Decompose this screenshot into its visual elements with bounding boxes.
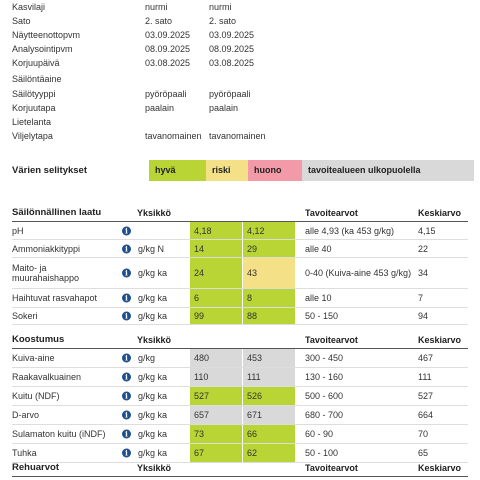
table-row: Haihtuvat rasvahapot i g/kg ka 6 8 alle … xyxy=(12,289,468,308)
legend-risk: riski xyxy=(206,160,248,181)
value-cell: 453 xyxy=(243,349,295,367)
section-title: Koostumus xyxy=(12,334,65,345)
header-target: Tavoitearvot xyxy=(305,463,358,473)
value-cell: 671 xyxy=(243,406,295,424)
table-row: Tuhka i g/kg ka 67 62 50 - 100 65 xyxy=(12,444,468,463)
table-header: Koostumus Yksikkö Tavoitearvot Keskiarvo xyxy=(12,332,468,349)
info-icon[interactable]: i xyxy=(122,244,131,253)
value-cell: 67 xyxy=(190,444,242,462)
value-cell: 527 xyxy=(190,387,242,405)
header-target: Tavoitearvot xyxy=(305,335,358,345)
value-cell: 66 xyxy=(243,425,295,443)
composition-table: Koostumus Yksikkö Tavoitearvot Keskiarvo… xyxy=(12,332,468,463)
section-title: Rehuarvot xyxy=(12,462,59,473)
value-cell: 99 xyxy=(190,308,242,324)
value-cell: 8 xyxy=(243,289,295,307)
value-cell: 480 xyxy=(190,349,242,367)
info-row-sampling-date: Näytteenottopvm 03.09.2025 03.09.2025 xyxy=(12,30,255,40)
table-row: Kuiva-aine i g/kg 480 453 300 - 450 467 xyxy=(12,349,468,368)
info-icon[interactable]: i xyxy=(122,311,131,321)
legend-outside: tavoitealueen ulkopuolella xyxy=(302,160,474,181)
feed-values-table: Rehuarvot Yksikkö Tavoitearvot Keskiarvo xyxy=(12,460,468,477)
section-title: Säilönnällinen laatu xyxy=(12,207,102,218)
value-cell: 43 xyxy=(243,258,295,288)
table-row: Sulamaton kuitu (iNDF) i g/kg ka 73 66 6… xyxy=(12,425,468,444)
value-cell: 73 xyxy=(190,425,242,443)
table-row: pH i 4,18 4,12 alle 4,93 (ka 453 g/kg) 4… xyxy=(12,222,468,240)
preservation-quality-table: Säilönnällinen laatu Yksikkö Tavoitearvo… xyxy=(12,205,468,325)
info-row-kasvilaji: Kasvilaji nurmi nurmi xyxy=(12,2,232,12)
info-row-preservative: Säilöntäaine xyxy=(12,74,62,84)
legend-bad: huono xyxy=(248,160,302,181)
info-icon[interactable]: i xyxy=(122,226,131,235)
value-cell: 14 xyxy=(190,240,242,257)
table-row: Maito- ja muurahaishappo i g/kg ka 24 43 … xyxy=(12,258,468,289)
table-row: Raakavalkuainen i g/kg ka 110 111 130 - … xyxy=(12,368,468,387)
value-cell: 6 xyxy=(190,289,242,307)
header-average: Keskiarvo xyxy=(418,335,462,345)
value-cell: 62 xyxy=(243,444,295,462)
info-icon[interactable]: i xyxy=(122,429,131,439)
info-row-harvest-method: Korjuutapa paalain paalain xyxy=(12,103,239,113)
value-cell: 657 xyxy=(190,406,242,424)
header-unit: Yksikkö xyxy=(137,463,172,473)
table-header: Rehuarvot Yksikkö Tavoitearvot Keskiarvo xyxy=(12,460,468,477)
info-row-sato: Sato 2. sato 2. sato xyxy=(12,16,237,26)
header-unit: Yksikkö xyxy=(137,335,172,345)
info-row-harvest-date: Korjuupäivä 03.08.2025 03.08.2025 xyxy=(12,58,255,68)
value-cell: 4,18 xyxy=(190,222,242,239)
info-icon[interactable]: i xyxy=(122,391,131,401)
info-icon[interactable]: i xyxy=(122,293,131,303)
info-row-storage-type: Säilötyyppi pyöröpaali pyöröpaali xyxy=(12,89,251,99)
info-row-analysis-date: Analysointipvm 08.09.2025 08.09.2025 xyxy=(12,44,255,54)
table-row: Sokeri i g/kg ka 99 88 50 - 150 94 xyxy=(12,308,468,325)
value-cell: 24 xyxy=(190,258,242,288)
info-icon[interactable]: i xyxy=(122,372,131,382)
value-cell: 4,12 xyxy=(243,222,295,239)
info-row-slurry: Lietelanta xyxy=(12,117,52,127)
legend-title: Värien selitykset xyxy=(12,165,87,176)
table-row: Ammoniakkityppi i g/kg N 14 29 alle 40 2… xyxy=(12,240,468,258)
info-icon[interactable]: i xyxy=(122,448,131,458)
value-cell: 526 xyxy=(243,387,295,405)
info-icon[interactable]: i xyxy=(122,268,131,278)
value-cell: 29 xyxy=(243,240,295,257)
legend-good: hyvä xyxy=(149,160,206,181)
info-row-cultivation-method: Viljelytapa tavanomainen tavanomainen xyxy=(12,131,266,141)
value-cell: 88 xyxy=(243,308,295,324)
table-row: Kuitu (NDF) i g/kg ka 527 526 500 - 600 … xyxy=(12,387,468,406)
info-icon[interactable]: i xyxy=(122,410,131,420)
header-unit: Yksikkö xyxy=(137,208,172,218)
info-icon[interactable]: i xyxy=(122,353,131,363)
color-legend: Värien selitykset hyvä riski huono tavoi… xyxy=(12,160,474,181)
table-row: D-arvo i g/kg ka 657 671 680 - 700 664 xyxy=(12,406,468,425)
header-average: Keskiarvo xyxy=(418,208,462,218)
value-cell: 111 xyxy=(243,368,295,386)
table-header: Säilönnällinen laatu Yksikkö Tavoitearvo… xyxy=(12,205,468,222)
header-average: Keskiarvo xyxy=(418,463,462,473)
header-target: Tavoitearvot xyxy=(305,208,358,218)
value-cell: 110 xyxy=(190,368,242,386)
